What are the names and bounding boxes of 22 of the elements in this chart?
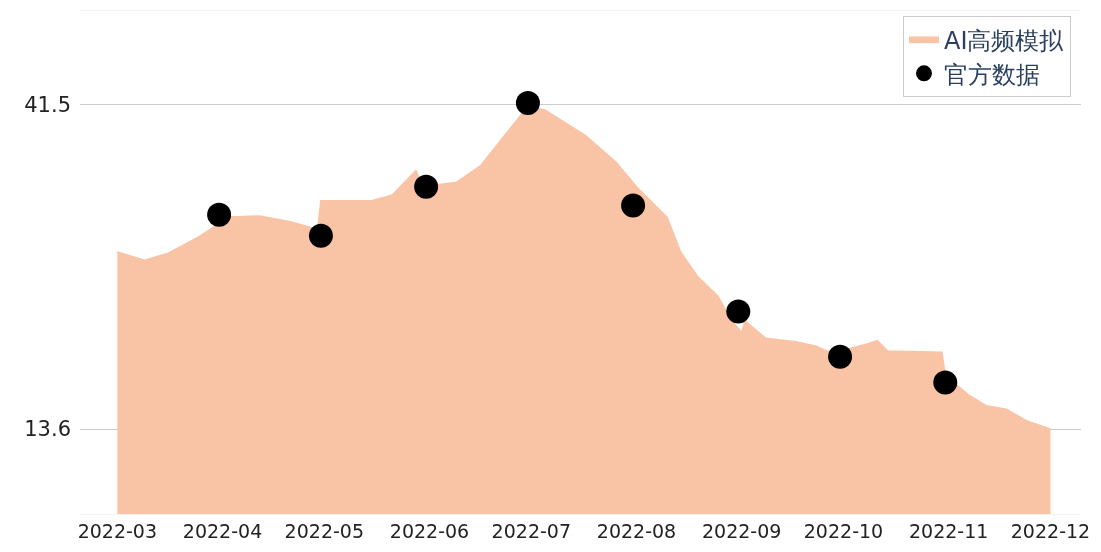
x-tick-label: 2022-11 (908, 519, 989, 542)
x-tick-label: 2022-08 (596, 519, 677, 542)
point (207, 202, 232, 227)
point (933, 370, 958, 395)
legend-label: 官方数据 (943, 60, 1040, 89)
x-tick-label: 2022-04 (182, 519, 263, 542)
x-tick-label: 2022-05 (284, 519, 365, 542)
x-tick-label: 2022-03 (77, 519, 158, 542)
x-tick-label: 2022-12 (1010, 519, 1091, 542)
point (308, 223, 333, 248)
legend-label: AI高频模拟 (943, 26, 1065, 55)
point (828, 344, 853, 369)
x-tick-label: 2022-10 (803, 519, 884, 542)
x-tick-label: 2022-06 (389, 519, 470, 542)
point (621, 193, 646, 218)
x-tick-label: 2022-07 (491, 519, 571, 542)
x-tick-label: 2022-09 (701, 519, 782, 542)
point (414, 174, 439, 199)
y-tick-label: 41.5 (24, 92, 71, 117)
y-tick-label: 13.6 (24, 417, 71, 442)
point (726, 299, 751, 324)
point (515, 90, 540, 115)
